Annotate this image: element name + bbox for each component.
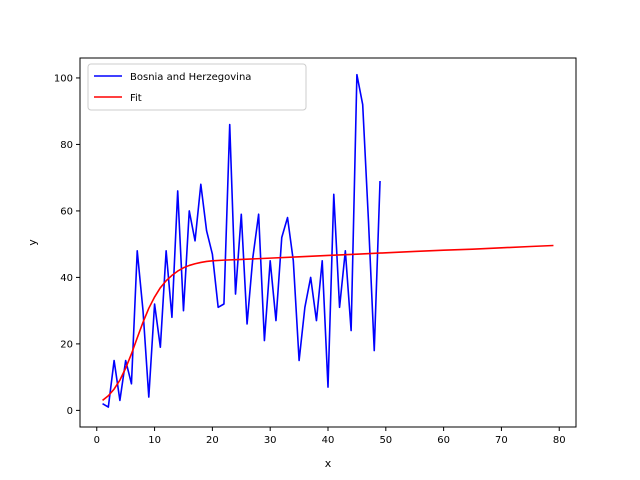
legend: Bosnia and Herzegovina Fit xyxy=(87,63,307,111)
x-tick-label: 80 xyxy=(553,435,566,446)
x-tick-label: 40 xyxy=(322,435,335,446)
y-tick-label: 60 xyxy=(60,206,73,217)
x-tick-label: 10 xyxy=(148,435,161,446)
x-tick-label: 70 xyxy=(495,435,508,446)
legend-label: Bosnia and Herzegovina xyxy=(130,72,251,83)
y-tick-label: 80 xyxy=(60,140,73,151)
y-axis-label: y xyxy=(26,239,39,246)
y-tick-label: 0 xyxy=(67,406,73,417)
legend-label: Fit xyxy=(130,93,142,104)
y-tick-label: 100 xyxy=(54,73,73,84)
x-axis-ticks: 0 10 20 30 40 50 60 70 80 xyxy=(94,427,566,446)
x-tick-label: 20 xyxy=(206,435,219,446)
x-tick-label: 50 xyxy=(379,435,392,446)
series-line-bosnia-and-herzegovina xyxy=(102,73,381,408)
series-line-fit xyxy=(102,244,554,402)
x-tick-label: 60 xyxy=(437,435,450,446)
series-layer xyxy=(102,73,554,408)
legend-box xyxy=(87,63,307,111)
x-axis-label: x xyxy=(325,457,332,470)
y-tick-label: 40 xyxy=(60,273,73,284)
x-tick-label: 0 xyxy=(94,435,100,446)
y-tick-label: 20 xyxy=(60,339,73,350)
y-axis-ticks: 0 20 40 60 80 100 xyxy=(54,73,80,417)
x-tick-label: 30 xyxy=(264,435,277,446)
